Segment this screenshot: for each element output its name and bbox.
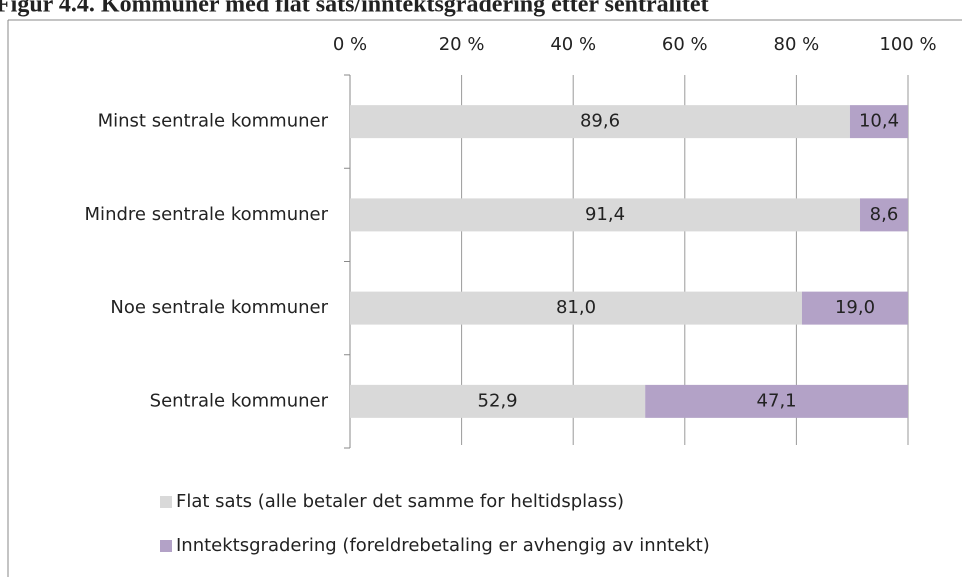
legend-label: Flat sats (alle betaler det samme for he… bbox=[176, 491, 624, 512]
x-tick-label: 20 % bbox=[439, 34, 485, 55]
x-tick-label: 40 % bbox=[550, 34, 596, 55]
value-label: 10,4 bbox=[859, 111, 899, 132]
y-tick-label: Mindre sentrale kommuner bbox=[85, 204, 329, 225]
bar-segment bbox=[645, 384, 908, 418]
value-label: 47,1 bbox=[757, 390, 797, 411]
bar-segment bbox=[860, 198, 908, 232]
bar-segment bbox=[350, 105, 850, 139]
value-label: 89,6 bbox=[580, 111, 620, 132]
bar-segment bbox=[350, 198, 861, 232]
chart-title: Figur 4.4. Kommuner med flat sats/inntek… bbox=[0, 0, 709, 18]
x-tick-label: 60 % bbox=[662, 34, 708, 55]
value-label: 91,4 bbox=[585, 204, 625, 225]
value-label: 19,0 bbox=[835, 297, 875, 318]
bar-segment bbox=[849, 105, 908, 139]
y-tick-label: Minst sentrale kommuner bbox=[98, 111, 329, 132]
bar-segment bbox=[350, 384, 646, 418]
value-label: 81,0 bbox=[556, 297, 596, 318]
x-tick-label: 100 % bbox=[879, 34, 936, 55]
legend-swatch bbox=[160, 540, 172, 552]
value-label: 52,9 bbox=[478, 390, 518, 411]
legend-label: Inntektsgradering (foreldrebetaling er a… bbox=[176, 535, 710, 556]
legend-swatch bbox=[160, 496, 172, 508]
bar-segment bbox=[350, 291, 802, 325]
x-tick-label: 0 % bbox=[333, 34, 367, 55]
value-label: 8,6 bbox=[870, 204, 899, 225]
bar-segment bbox=[801, 291, 908, 325]
y-tick-label: Noe sentrale kommuner bbox=[110, 297, 328, 318]
y-tick-label: Sentrale kommuner bbox=[150, 390, 329, 411]
x-tick-label: 80 % bbox=[774, 34, 820, 55]
